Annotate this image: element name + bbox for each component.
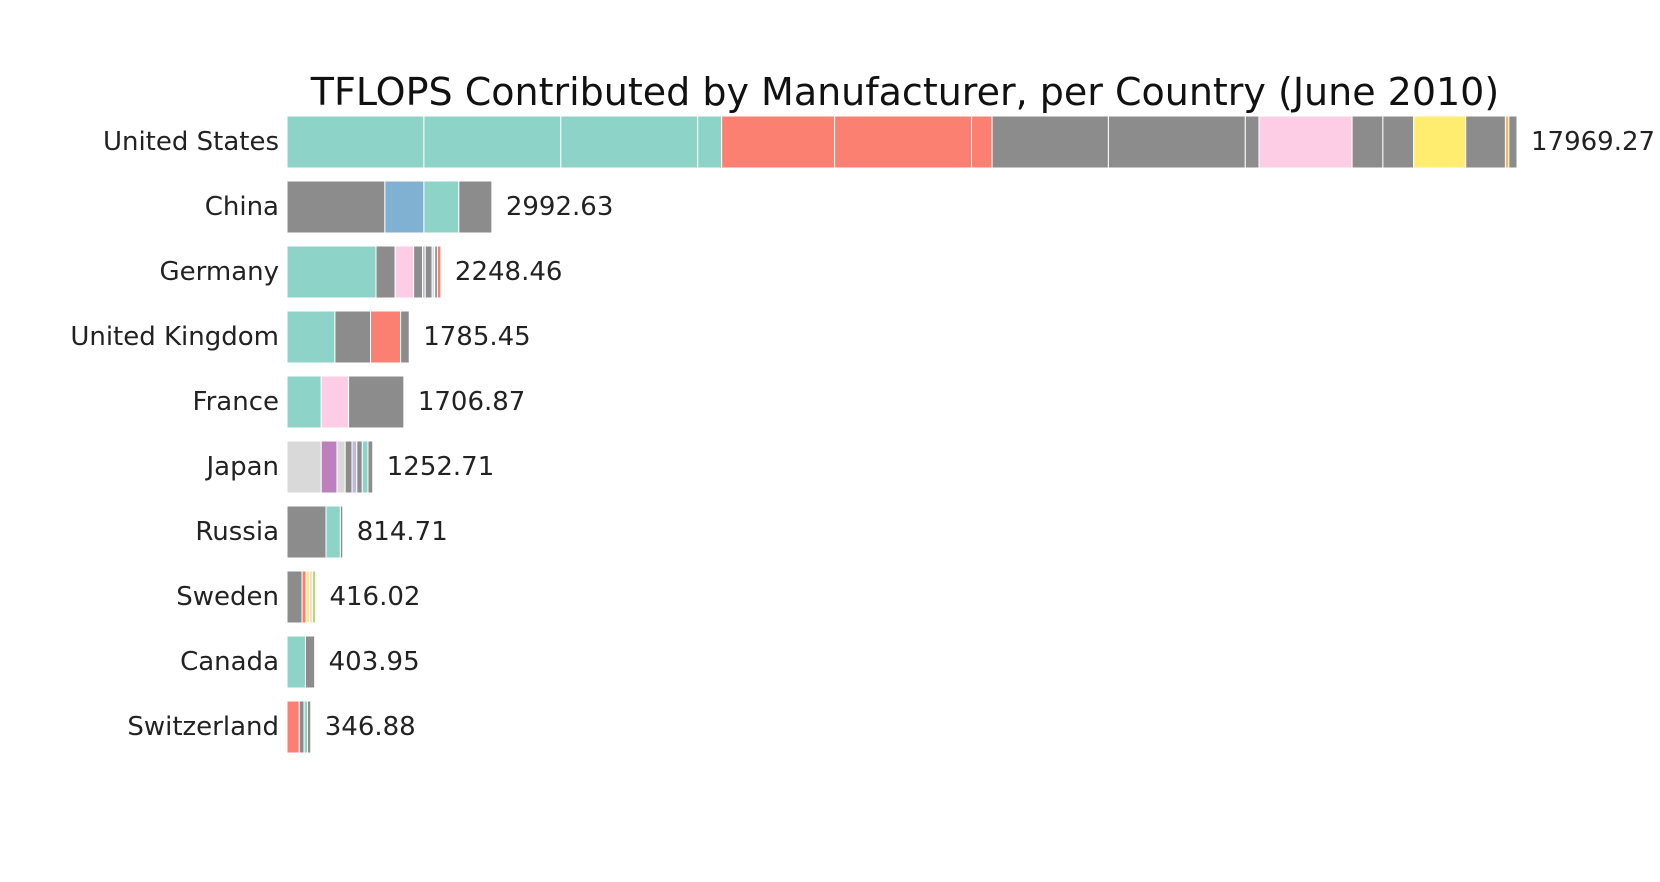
chart-title: TFLOPS Contributed by Manufacturer, per … <box>310 70 1499 114</box>
bar-germany <box>286 245 442 299</box>
country-label: Japan <box>204 452 279 482</box>
bar-area <box>286 115 1518 754</box>
bar-sweden <box>286 570 316 624</box>
bar-united-kingdom <box>286 310 410 364</box>
country-label: United States <box>103 127 279 157</box>
bar-segment <box>307 700 312 754</box>
total-value-label: 17969.27 <box>1531 127 1655 157</box>
bar-segment <box>286 570 303 624</box>
bar-segment <box>301 570 307 624</box>
bar-segment <box>1504 115 1510 169</box>
bar-japan <box>286 440 374 494</box>
country-labels: United States China Germany United Kingdom F… <box>70 127 279 742</box>
bar-segment <box>1258 115 1353 169</box>
bar-segment <box>325 505 341 559</box>
bar-segment <box>834 115 972 169</box>
bar-segment <box>423 115 562 169</box>
bar-segment <box>1107 115 1246 169</box>
total-value-label: 814.71 <box>357 517 448 547</box>
bar-segment <box>1508 115 1518 169</box>
total-value-label: 1706.87 <box>418 387 526 417</box>
bar-segment <box>1465 115 1506 169</box>
country-label: Russia <box>195 517 279 547</box>
total-value-label: 416.02 <box>329 582 420 612</box>
bar-segment <box>286 700 300 754</box>
bar-segment <box>286 505 327 559</box>
total-value-label: 2992.63 <box>506 192 614 222</box>
bar-segment <box>1244 115 1260 169</box>
bar-segment <box>344 440 353 494</box>
bar-canada <box>286 635 316 689</box>
bar-segment <box>423 180 460 234</box>
bar-segment <box>351 440 358 494</box>
bar-segment <box>1413 115 1467 169</box>
bar-segment <box>971 115 993 169</box>
bar-segment <box>413 245 424 299</box>
total-value-label: 1252.71 <box>387 452 495 482</box>
bar-segment <box>286 635 306 689</box>
country-label: Sweden <box>176 582 279 612</box>
bar-segment <box>1382 115 1415 169</box>
bar-segment <box>311 570 316 624</box>
bar-segment <box>336 440 346 494</box>
bar-segment <box>286 375 322 429</box>
bar-segment <box>298 700 305 754</box>
bar-segment <box>304 635 316 689</box>
bar-segment <box>560 115 699 169</box>
bar-united-states <box>286 115 1518 169</box>
bar-segment <box>286 245 377 299</box>
country-label: Switzerland <box>127 712 279 742</box>
bar-segment <box>320 375 350 429</box>
bar-segment <box>286 440 322 494</box>
bar-segment <box>339 505 344 559</box>
bar-segment <box>436 245 442 299</box>
bar-segment <box>303 700 309 754</box>
bar-segment <box>384 180 425 234</box>
bar-russia <box>286 505 344 559</box>
bar-segment <box>375 245 396 299</box>
country-label: China <box>205 192 279 222</box>
total-value-label: 1785.45 <box>423 322 531 352</box>
total-value-label: 2248.46 <box>455 257 563 287</box>
bar-segment <box>320 440 338 494</box>
bar-segment <box>334 310 372 364</box>
country-label: Canada <box>180 647 279 677</box>
bar-segment <box>458 180 493 234</box>
bar-segment <box>286 180 386 234</box>
country-label: France <box>193 387 279 417</box>
bar-segment <box>400 310 410 364</box>
total-value-label: 403.95 <box>329 647 420 677</box>
country-label: United Kingdom <box>70 322 279 352</box>
bar-france <box>286 375 405 429</box>
bar-switzerland <box>286 700 312 754</box>
bar-segment <box>394 245 415 299</box>
bar-segment <box>424 245 433 299</box>
bar-segment <box>721 115 836 169</box>
bar-segment <box>348 375 405 429</box>
total-labels: 17969.27 2992.63 2248.46 1785.45 1706.87 1252… <box>325 127 1655 742</box>
total-value-label: 346.88 <box>325 712 416 742</box>
bar-segment <box>361 440 369 494</box>
bar-segment <box>367 440 374 494</box>
bar-china <box>286 180 493 234</box>
country-label: Germany <box>159 257 279 287</box>
bar-segment <box>286 115 425 169</box>
bar-segment <box>991 115 1109 169</box>
bar-segment <box>286 310 336 364</box>
bar-segment <box>697 115 723 169</box>
bar-segment <box>356 440 363 494</box>
bar-segment <box>1351 115 1384 169</box>
bar-segment <box>370 310 402 364</box>
bar-segment <box>305 570 311 624</box>
